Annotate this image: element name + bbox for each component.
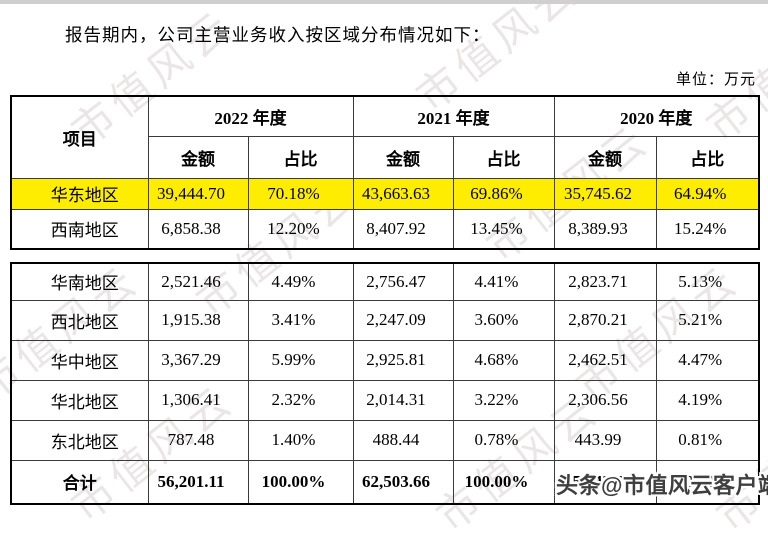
page-top-edge [0, 0, 768, 4]
amount-cell: 3,367.29 [147, 339, 249, 381]
column-header-year-2021: 2021 年度 [352, 95, 555, 137]
region-name: 西南地区 [10, 208, 149, 250]
amount-cell: 62,503.66 [352, 459, 454, 505]
amount-cell: 2,870.21 [553, 299, 657, 341]
column-header-amount: 金额 [147, 135, 249, 179]
ratio-cell: 2.32% [247, 379, 354, 421]
intro-text: 报告期内，公司主营业务收入按区域分布情况如下： [65, 25, 491, 45]
toutiao-watermark-badge: 头条@市值风云客户端 [556, 473, 768, 498]
ratio-cell: 4.68% [452, 339, 555, 381]
ratio-cell: 100.00% [247, 459, 354, 505]
ratio-cell: 4.41% [452, 262, 555, 301]
column-header-ratio: 占比 [655, 135, 760, 179]
amount-cell: 2,521.46 [147, 262, 249, 301]
ratio-cell: 100.00% [452, 459, 555, 505]
ratio-cell: 1.40% [247, 419, 354, 461]
unit-label: 单位：万元 [675, 72, 756, 88]
amount-cell: 2,756.47 [352, 262, 454, 301]
amount-cell: 8,389.93 [553, 208, 657, 250]
ratio-cell: 70.18% [247, 177, 354, 210]
column-header-year-2020: 2020 年度 [553, 95, 760, 137]
ratio-cell: 15.24% [655, 208, 760, 250]
amount-cell: 1,915.38 [147, 299, 249, 341]
region-name: 西北地区 [10, 299, 149, 341]
ratio-cell: 3.22% [452, 379, 555, 421]
table-row-huazhong: 华中地区 3,367.29 5.99% 2,925.81 4.68% 2,462… [10, 339, 760, 381]
table-row-total: 合计 56,201.11 100.00% 62,503.66 100.00% 5… [10, 459, 760, 505]
table-row-huadong: 华东地区 39,444.70 70.18% 43,663.63 69.86% 3… [10, 177, 760, 210]
amount-cell: 39,444.70 [147, 177, 249, 210]
region-name: 华北地区 [10, 379, 149, 421]
amount-cell: 2,014.31 [352, 379, 454, 421]
amount-cell: 443.99 [553, 419, 657, 461]
ratio-cell: 5.99% [247, 339, 354, 381]
column-header-year-2022: 2022 年度 [147, 95, 354, 137]
ratio-cell: 100.00% [655, 459, 760, 505]
amount-cell: 787.48 [147, 419, 249, 461]
revenue-by-region-table-lower: 华南地区 2,521.46 4.49% 2,756.47 4.41% 2,823… [10, 262, 760, 505]
ratio-cell: 5.21% [655, 299, 760, 341]
ratio-cell: 3.41% [247, 299, 354, 341]
region-name: 华中地区 [10, 339, 149, 381]
ratio-cell: 0.78% [452, 419, 555, 461]
region-name: 华南地区 [10, 262, 149, 301]
table-row-xinan: 西南地区 6,858.38 12.20% 8,407.92 13.45% 8,3… [10, 208, 760, 250]
column-header-item: 项目 [10, 95, 149, 179]
ratio-cell: 4.47% [655, 339, 760, 381]
ratio-cell: 3.60% [452, 299, 555, 341]
table-row-dongbei: 东北地区 787.48 1.40% 488.44 0.78% 443.99 0.… [10, 419, 760, 461]
column-header-amount: 金额 [352, 135, 454, 179]
table-row-huabei: 华北地区 1,306.41 2.32% 2,014.31 3.22% 2,306… [10, 379, 760, 421]
amount-cell: 488.44 [352, 419, 454, 461]
amount-cell: 2,925.81 [352, 339, 454, 381]
revenue-by-region-table-upper: 项目 2022 年度 2021 年度 2020 年度 金额 占比 金额 占比 金… [10, 95, 760, 250]
amount-cell: 43,663.63 [352, 177, 454, 210]
total-label: 合计 [10, 459, 149, 505]
region-name: 华东地区 [10, 177, 149, 210]
amount-cell: 2,306.56 [553, 379, 657, 421]
table-row-xibei: 西北地区 1,915.38 3.41% 2,247.09 3.60% 2,870… [10, 299, 760, 341]
amount-cell: 56,201.11 [147, 459, 249, 505]
amount-cell: 2,247.09 [352, 299, 454, 341]
amount-cell: 2,462.51 [553, 339, 657, 381]
ratio-cell: 12.20% [247, 208, 354, 250]
ratio-cell: 0.81% [655, 419, 760, 461]
amount-cell: 6,858.38 [147, 208, 249, 250]
ratio-cell: 4.19% [655, 379, 760, 421]
amount-cell: 8,407.92 [352, 208, 454, 250]
amount-cell: 55,042.53 [553, 459, 657, 505]
region-name: 东北地区 [10, 419, 149, 461]
ratio-cell: 5.13% [655, 262, 760, 301]
amount-cell: 2,823.71 [553, 262, 657, 301]
amount-cell: 1,306.41 [147, 379, 249, 421]
column-header-amount: 金额 [553, 135, 657, 179]
column-header-ratio: 占比 [452, 135, 555, 179]
ratio-cell: 13.45% [452, 208, 555, 250]
table-row-huanan: 华南地区 2,521.46 4.49% 2,756.47 4.41% 2,823… [10, 262, 760, 301]
ratio-cell: 69.86% [452, 177, 555, 210]
column-header-ratio: 占比 [247, 135, 354, 179]
ratio-cell: 4.49% [247, 262, 354, 301]
ratio-cell: 64.94% [655, 177, 760, 210]
amount-cell: 35,745.62 [553, 177, 657, 210]
